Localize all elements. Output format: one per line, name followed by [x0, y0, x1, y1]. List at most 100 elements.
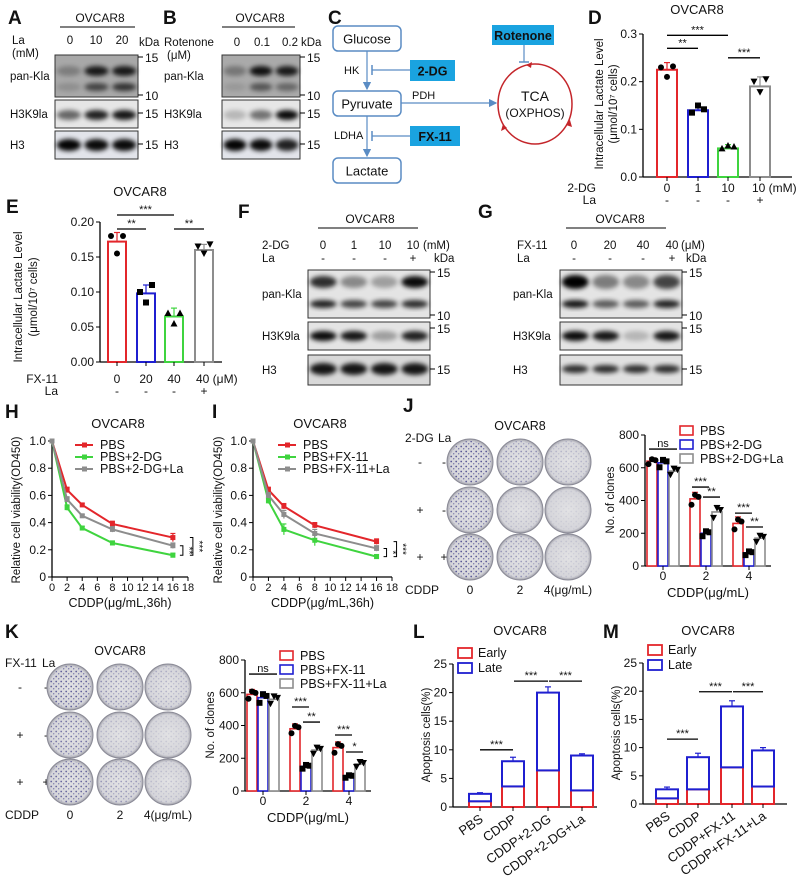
protein-band: [275, 110, 299, 120]
significance-label: ***: [490, 739, 504, 751]
significance-label: ***: [294, 696, 308, 708]
significance-label: ns: [257, 663, 269, 675]
x-tick-label: 4: [281, 582, 287, 594]
data-point: [753, 538, 760, 546]
y-tick-label: 15: [624, 712, 638, 726]
legend-marker: [285, 466, 290, 472]
cddp-dose: 0: [467, 583, 474, 597]
node-box: [332, 157, 402, 184]
bar-segment-late: [468, 792, 492, 803]
x-axis-label: CDDP(μg/mL,36h): [68, 596, 171, 610]
bar: [646, 460, 658, 567]
protein-band: [340, 300, 368, 308]
legend-swatch: [679, 439, 694, 450]
colony-plate: [46, 663, 94, 711]
treatment-sign: +: [16, 775, 23, 789]
significance-bracket: [393, 541, 398, 558]
protein-band: [249, 66, 273, 76]
significance-bracket: [189, 537, 194, 556]
bar: [194, 249, 214, 363]
lane-label: 0: [67, 35, 73, 47]
bar-segment-late: [686, 756, 710, 791]
significance-label: **: [678, 37, 687, 49]
x-tick-label: 0: [660, 569, 667, 583]
protein-band: [592, 275, 620, 289]
y-tick-label: 20: [624, 684, 638, 698]
y-tick-label: 25: [624, 656, 638, 670]
panel-label-f: F: [238, 202, 250, 223]
bar: [268, 698, 280, 792]
plate-colonies: [49, 761, 91, 803]
lane-label: 0.1: [254, 37, 270, 49]
col-header: La: [438, 431, 452, 445]
la-sign: -: [321, 253, 325, 265]
lane-label: 40: [666, 240, 679, 252]
protein-band: [653, 300, 681, 308]
protein-band: [84, 139, 109, 151]
y-axis-label: Apoptosis cells(%): [421, 688, 433, 783]
chart-k: 0 200 400 600 800 No. of clones 0 2 4 CDDP(μg/mL)…: [205, 649, 387, 825]
legend-marker: [285, 454, 290, 460]
x-tick-label: 2: [703, 569, 710, 583]
treatment-sign: +: [440, 550, 447, 564]
y-tick-label: 0.15: [71, 250, 95, 264]
inhibitor-label: 2-DG: [418, 65, 448, 79]
data-point: [664, 73, 670, 80]
colony-plate: [96, 711, 144, 759]
data-point: [353, 763, 360, 771]
significance-label: *: [387, 551, 398, 555]
colony-plate: [46, 711, 94, 759]
bar: [246, 693, 258, 792]
lane-label: 20: [116, 35, 129, 47]
la-sign: -: [352, 253, 356, 265]
x-tick-label: 10: [721, 181, 735, 195]
legend-marker: [82, 454, 87, 460]
rotenone-inhibitor: Rotenone: [492, 25, 554, 45]
protein-band: [309, 300, 337, 308]
bar-segment-late: [570, 754, 594, 792]
protein-band: [401, 363, 429, 375]
bar-segment-early: [536, 769, 560, 809]
y-tick-label: 0.4: [29, 516, 46, 530]
data-point: [762, 76, 770, 83]
data-point: [303, 761, 309, 768]
plate-colonies: [49, 714, 91, 756]
x-tick-label: 4: [746, 569, 753, 583]
data-point: [137, 289, 143, 295]
cell-line-title: OVCAR8: [595, 212, 645, 226]
lactate-node: Lactate: [332, 157, 402, 184]
y-tick-label: 0.1: [620, 122, 637, 136]
plate-colonies: [499, 441, 541, 483]
legend-swatch: [679, 425, 694, 436]
protein-band: [56, 66, 82, 76]
y-tick-label: 0.6: [29, 488, 46, 502]
treatment-sign: -: [418, 455, 422, 469]
plate-colonies: [449, 441, 491, 483]
bar: [687, 109, 709, 178]
data-point: [360, 759, 367, 767]
node-label: Glucose: [343, 32, 391, 47]
treatment-sign: -: [44, 680, 48, 694]
colony-plate: [544, 486, 592, 534]
lane-label: 0: [571, 240, 577, 252]
data-point: [660, 456, 666, 463]
data-point: [252, 689, 259, 696]
blot-row-h3k9la: [559, 321, 683, 351]
legend-label: PBS+FX-11: [300, 663, 365, 677]
data-point: [164, 309, 172, 316]
data-point: [143, 299, 149, 306]
col-header: La: [42, 656, 56, 670]
blot-row-label: H3: [262, 365, 277, 377]
kda-marker: 15: [437, 322, 451, 336]
colony-plate: [96, 663, 144, 711]
data-point: [306, 762, 313, 769]
significance-label: ***: [709, 681, 723, 693]
data-point: [699, 533, 706, 540]
pathway-diagram: Glucose Pyruvate Lactate HK PDH LDHA 2-DG FX-11…: [332, 25, 573, 184]
x-tick-label: 4: [346, 794, 353, 808]
legend-swatch: [279, 664, 294, 675]
data-point: [663, 458, 670, 465]
